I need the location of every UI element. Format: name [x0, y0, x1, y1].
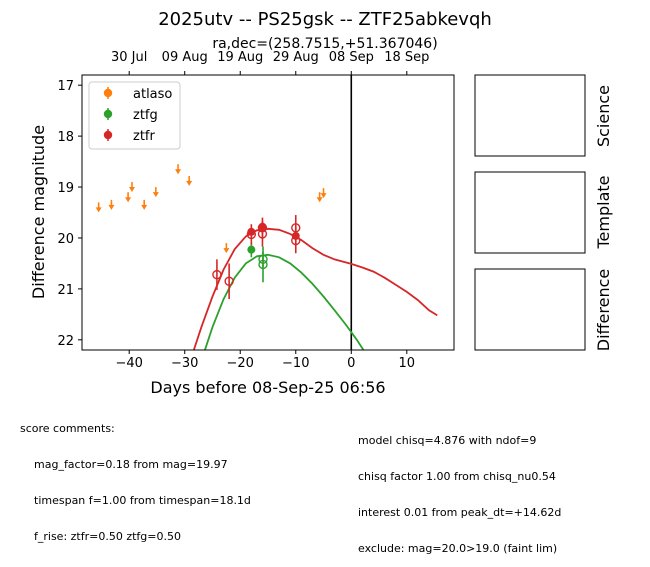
science-label: Science [594, 85, 613, 147]
top-tick-label: 30 Jul [111, 50, 147, 65]
legend-marker-atlaso [103, 88, 113, 98]
upper-limit-atlaso [108, 199, 115, 210]
y-tick-label: 18 [57, 130, 74, 145]
legend-marker-ztfg [103, 109, 113, 119]
legend-entry-ztfg: ztfg [103, 108, 158, 123]
upper-limit-head [175, 169, 182, 175]
legend-entry-ztfr: ztfr [103, 129, 155, 144]
score-comment-line: f_rise: ztfr=0.50 ztfg=0.50 [34, 530, 181, 543]
legend-label-ztfr: ztfr [133, 129, 155, 144]
legend-label-ztfg: ztfg [133, 108, 158, 123]
upper-limit-atlaso [95, 202, 102, 213]
difference-panel: Difference [474, 268, 613, 351]
template-label: Template [594, 175, 613, 249]
model-comment-line: model chisq=4.876 with ndof=9 [358, 434, 537, 447]
top-tick-label: 08 Sep [329, 50, 374, 65]
y-tick-label: 17 [57, 79, 74, 94]
upper-limit-head [152, 192, 159, 198]
upper-limit-head [316, 197, 323, 203]
top-date-axis: 30 Jul 09 Aug 19 Aug 29 Aug 08 Sep 18 Sep [111, 50, 429, 75]
model-comment-line: interest 0.01 from peak_dt=+14.62d [358, 506, 562, 519]
upper-limit-head [320, 193, 327, 199]
plot-content [95, 75, 438, 350]
detection-marker [247, 245, 256, 254]
detection-ztfr [224, 263, 234, 300]
top-tick-label: 19 Aug [217, 50, 263, 65]
y-tick-label: 20 [57, 232, 74, 247]
upper-limit-atlaso [186, 175, 193, 186]
model-comment-line: chisq factor 1.00 from chisq_nu0.54 [358, 470, 556, 483]
upper-limit-atlaso [128, 182, 135, 193]
detection-marker-open [291, 223, 301, 233]
y-axis: 17 18 19 20 21 22 [57, 79, 82, 349]
x-tick-label: −30 [171, 356, 198, 371]
template-panel: Template [474, 171, 613, 254]
figure: 2025utv -- PS25gsk -- ZTF25abkevqh ra,de… [29, 9, 613, 397]
detection-ztfr [246, 224, 257, 245]
detection-ztfg [258, 246, 268, 283]
plot-frame [81, 74, 455, 351]
score-comments-heading: score comments: [20, 422, 115, 435]
upper-limit-atlaso [320, 188, 327, 199]
detection-marker-open [257, 223, 268, 233]
upper-limit-head [128, 187, 135, 193]
upper-limit-head [223, 248, 230, 254]
model-comment-line: exclude: mag=20.0>19.0 (faint lim) [358, 542, 558, 555]
upper-limit-atlaso [175, 164, 182, 175]
upper-limit-atlaso [141, 199, 148, 210]
detection-ztfr [212, 259, 222, 290]
x-tick-label: −20 [227, 356, 254, 371]
science-panel: Science [474, 74, 613, 157]
upper-limit-head [141, 204, 148, 210]
upper-limit-head [95, 207, 102, 213]
upper-limit-atlaso [223, 243, 230, 254]
y-tick-label: 19 [57, 181, 74, 196]
legend-marker-ztfr [103, 130, 113, 140]
x-axis: −40 −30 −20 −10 0 10 [115, 350, 415, 371]
upper-limit-atlaso [316, 192, 323, 203]
y-tick-label: 21 [57, 283, 74, 298]
detection-ztfr [291, 215, 301, 241]
score-comment-line: timespan f=1.00 from timespan=18.1d [34, 494, 251, 507]
upper-limit-atlaso [152, 187, 159, 198]
upper-limit-atlaso [125, 192, 132, 203]
difference-label: Difference [594, 269, 613, 351]
x-tick-label: −40 [115, 356, 142, 371]
top-tick-label: 18 Sep [384, 50, 429, 65]
upper-limit-head [108, 204, 115, 210]
legend: atlaso ztfg ztfr [88, 81, 181, 150]
detection-marker-open [258, 259, 268, 270]
x-tick-label: −10 [282, 356, 309, 371]
science-image-box [474, 74, 586, 157]
x-axis-label: Days before 08-Sep-25 06:56 [150, 378, 385, 397]
x-tick-label: 0 [347, 356, 355, 371]
top-tick-label: 29 Aug [273, 50, 319, 65]
template-image-box [474, 171, 586, 254]
score-comments-left: score comments: mag_factor=0.18 from mag… [20, 399, 251, 555]
upper-limit-head [186, 180, 193, 186]
chart-subtitle: ra,dec=(258.7515,+51.367046) [212, 36, 437, 52]
y-axis-label: Difference magnitude [29, 125, 48, 299]
legend-entry-atlaso: atlaso [103, 87, 172, 102]
difference-image-box [474, 268, 586, 351]
score-comments-right: model chisq=4.876 with ndof=9 chisq fact… [358, 411, 561, 567]
legend-label-atlaso: atlaso [133, 87, 172, 102]
model-curve-ztfr [192, 227, 438, 350]
x-tick-label: 10 [399, 356, 416, 371]
y-tick-label: 22 [57, 334, 74, 349]
top-tick-label: 09 Aug [162, 50, 208, 65]
detection-marker-open [224, 276, 234, 286]
detection-marker-open [212, 269, 222, 280]
chart-title: 2025utv -- PS25gsk -- ZTF25abkevqh [158, 9, 492, 30]
legend-box [88, 81, 181, 150]
score-comment-line: mag_factor=0.18 from mag=19.97 [34, 458, 228, 471]
upper-limit-head [125, 197, 132, 203]
detection-ztfr [257, 217, 268, 238]
detection-marker-open [246, 229, 257, 240]
